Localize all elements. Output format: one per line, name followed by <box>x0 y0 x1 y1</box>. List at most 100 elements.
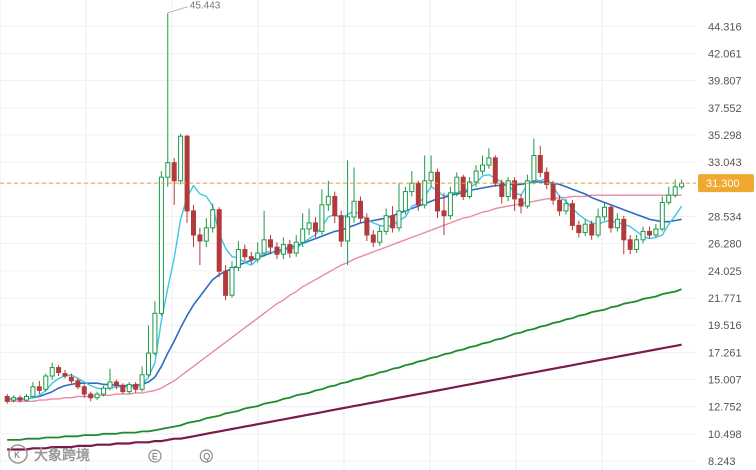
candle-body-down <box>4 396 10 402</box>
candle-body-down <box>197 234 203 242</box>
candle-body-up <box>467 181 473 197</box>
y-tick-label: 26.280 <box>708 239 742 251</box>
moving-average-layer <box>7 173 683 451</box>
candle-body-down <box>56 367 62 373</box>
candle-body-down <box>68 376 74 382</box>
candle-body-down <box>36 386 42 391</box>
candle-body-up <box>614 218 620 229</box>
candle-body-up <box>666 194 672 203</box>
candle-body-up <box>293 241 299 254</box>
y-tick-label: 35.298 <box>708 130 742 142</box>
candle-body-up <box>659 202 665 230</box>
candle-body-up <box>634 239 640 250</box>
candle-body-down <box>242 249 248 258</box>
event-marker-q-icon <box>199 449 213 463</box>
y-tick-label: 8.243 <box>708 456 736 468</box>
candle-body-up <box>383 215 389 232</box>
ma-fast-line <box>7 173 683 400</box>
y-tick-label: 10.498 <box>708 429 742 441</box>
candle-body-down <box>332 195 338 217</box>
candle-body-down <box>557 199 563 212</box>
candle-body-up <box>409 182 415 193</box>
y-tick-label: 37.552 <box>708 103 742 115</box>
candle-body-down <box>171 162 177 182</box>
y-tick-label: 12.752 <box>708 402 742 414</box>
candle-body-up <box>377 230 383 243</box>
candle-body-down <box>537 155 543 173</box>
candle-body-up <box>345 216 351 242</box>
candle-body-down <box>287 244 293 254</box>
candle-body-down <box>223 270 229 296</box>
candle-body-down <box>81 386 87 395</box>
candle-body-down <box>184 135 190 212</box>
candle-body-down <box>133 383 139 390</box>
last-price-tag <box>698 174 754 193</box>
candle-body-up <box>255 252 261 260</box>
event-marker-e-icon <box>148 449 162 463</box>
y-tick-label: 28.534 <box>708 212 742 224</box>
candle-body-down <box>62 373 68 377</box>
candle-body-down <box>435 171 440 212</box>
candle-body-up <box>531 155 537 182</box>
candle-body-up <box>319 204 325 232</box>
candle-body-up <box>351 200 357 218</box>
peak-value-label: 45.443 <box>190 1 221 12</box>
candle-body-up <box>101 387 107 395</box>
candle-body-up <box>165 162 171 178</box>
y-tick-label: 33.043 <box>708 157 742 169</box>
candle-body-up <box>152 312 158 354</box>
y-tick-label: 15.007 <box>708 375 742 387</box>
candle-body-down <box>518 198 524 207</box>
y-tick-label: 42.061 <box>708 48 742 60</box>
ma-longest-line <box>7 343 682 451</box>
watermark: K 大象跨境 <box>8 444 90 464</box>
candle-body-down <box>17 397 23 401</box>
candle-body-down <box>441 210 447 217</box>
candle-body-down <box>75 380 81 388</box>
event-marker-label: E <box>152 452 158 462</box>
candle-body-down <box>313 222 318 232</box>
last-price-layer: 45.443 <box>0 1 696 184</box>
candle-body-up <box>428 171 434 182</box>
candle-body-up <box>422 180 428 206</box>
candle-body-down <box>550 183 556 201</box>
candle-body-down <box>364 217 370 236</box>
candle-body-up <box>454 176 460 194</box>
candle-body-up <box>107 381 113 389</box>
candle-body-down <box>191 210 196 236</box>
candle-body-up <box>203 227 209 242</box>
y-tick-label: 19.516 <box>708 320 742 332</box>
candle-body-up <box>43 375 49 390</box>
candle-body-up <box>178 135 184 182</box>
watermark-text: 大象跨境 <box>34 447 90 464</box>
candle-body-up <box>679 182 685 188</box>
candle-body-down <box>358 200 363 219</box>
candle-body-down <box>120 385 126 393</box>
candle-body-up <box>235 249 241 269</box>
candle-body-down <box>415 182 421 206</box>
candle-body-up <box>480 164 485 172</box>
candle-body-down <box>113 381 119 387</box>
candle-body-down <box>544 171 550 185</box>
y-tick-label: 39.807 <box>708 76 742 88</box>
candle-body-down <box>589 223 595 236</box>
candle-body-down <box>576 224 582 234</box>
ma-slow-line <box>7 194 682 402</box>
candle-body-down <box>512 180 518 200</box>
candle-body-up <box>602 206 607 218</box>
candle-body-up <box>30 386 36 397</box>
candle-body-up <box>24 396 29 401</box>
candle-body-down <box>390 215 396 229</box>
candle-body-down <box>608 206 614 229</box>
candle-body-down <box>492 157 498 184</box>
candle-layer <box>4 13 685 404</box>
candle-body-up <box>261 239 267 254</box>
y-tick-label: 24.025 <box>708 266 742 278</box>
candle-body-up <box>595 216 601 236</box>
candle-body-up <box>473 170 479 183</box>
candle-body-up <box>158 176 164 314</box>
candle-body-up <box>402 191 408 212</box>
candle-body-down <box>248 256 254 260</box>
